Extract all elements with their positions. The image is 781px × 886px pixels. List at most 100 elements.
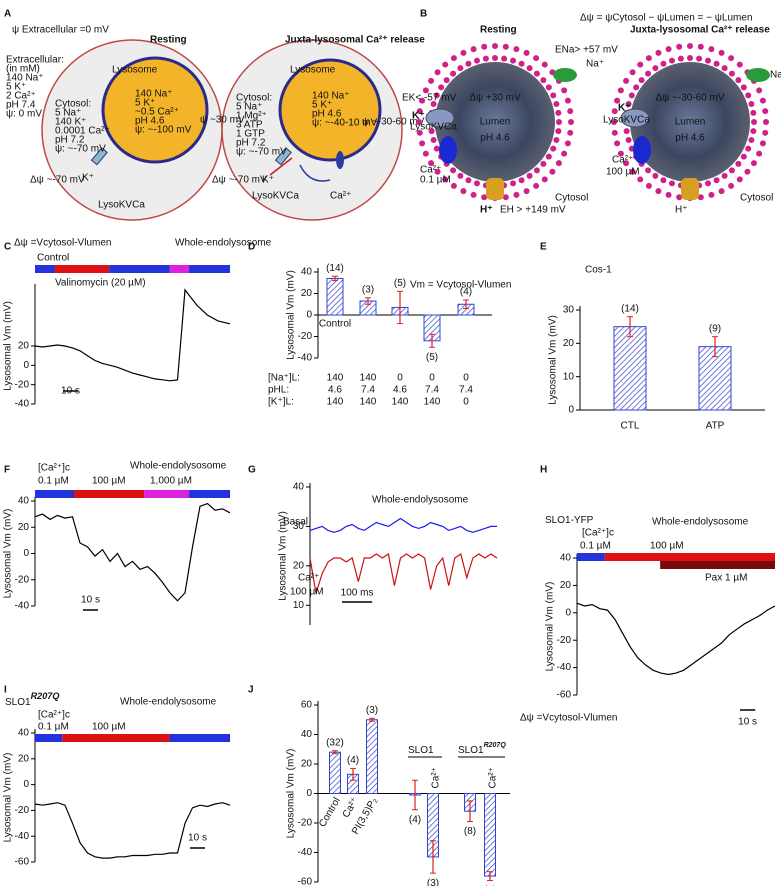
lipid-head [568,119,574,125]
treatment-bar [169,734,230,742]
label: pH 7.4 [6,100,36,111]
label: Cytosol: [55,99,91,110]
lipid-head [438,84,445,91]
treatment-bar [577,553,605,561]
lipid-head [518,177,525,184]
label: EH > +149 mV [500,205,566,216]
treatment-bar [74,490,145,498]
channel [274,147,292,166]
label: 0.1 µM [420,175,451,186]
lipid-head [541,176,548,183]
lipid-head [513,46,520,53]
lipid-head [676,43,683,50]
lipid-head [555,109,562,116]
y-tick-label: 20 [563,338,575,349]
label: ~0.5 Ca²⁺ [135,107,179,118]
label-text: SLO1-YFP [545,515,594,526]
label: K⁺ [82,173,94,184]
n-label: (4) [409,814,421,825]
label-text: SLO1 [408,745,434,756]
lipid-head [470,191,477,198]
n-label: (32) [326,737,344,748]
label: ψ: ~-70 mV [55,144,106,155]
lipid-head [416,108,423,115]
y-tick-label: 20 [301,759,313,770]
lipid-head [652,65,659,72]
table-cell: 140 [392,397,409,408]
y-axis-label: Lysosomal Vm (mV) [3,753,14,843]
label: K⁺ [618,103,631,114]
channel [681,178,699,200]
lipid-head [687,55,693,61]
table-cell: 4.6 [393,385,407,396]
lipid-head [457,172,464,179]
label: 5 K⁺ [135,98,155,109]
lipid-head [628,92,635,99]
label: Juxta-lysosomal Ca²⁺ release [285,35,425,46]
treatment-bar [169,265,190,273]
lipid-head [433,92,440,99]
series-label: 100 µM [290,587,324,598]
x-tick-label: CTL [621,421,640,432]
y-axis-label: Lysosomal Vm (mV) [286,270,297,360]
label: Juxta-lysosomal Ca²⁺ release [630,25,770,36]
treatment-label: 100 µM [650,541,684,552]
lipid-head [443,77,450,84]
lipid-head [617,87,624,94]
lipid-head [567,129,574,136]
lipid-head [416,119,422,125]
lipid-head [614,140,621,147]
y-tick-label: -20 [557,635,572,646]
x-tick-label: Control [317,796,343,829]
y-tick-label: -20 [298,818,313,829]
lipid-head [638,77,645,84]
n-label: (14) [621,303,639,314]
lipid-head [482,55,489,62]
lipid-head [526,65,533,72]
label: LysoKVCa [98,200,145,211]
lipid-head [545,153,552,160]
lipid-head [748,137,755,144]
y-tick-label: 0 [23,548,29,559]
treatment-label: Control [37,253,69,264]
lysosome [101,56,209,164]
label: 5 K⁺ [6,82,26,93]
lipid-head [614,97,621,104]
x-tick-label: Ca²⁺ [431,767,442,788]
lipid-head [740,153,747,160]
label: Δψ ~-70 mV [30,175,85,186]
lipid-head [430,100,437,107]
lipid-head [718,188,725,195]
y-tick-label: -60 [557,690,572,701]
table-cell: 0 [429,373,435,384]
lipid-head [687,43,693,49]
table-cell: 4.6 [328,385,342,396]
label: (in mM) [6,64,40,75]
lipid-head [457,65,464,72]
trace [309,552,498,594]
label: Δψ ~-70 mV [212,175,267,186]
label: ψ: 0 mV [6,109,42,120]
lipid-head [645,182,652,189]
label: Extracellular: [6,55,64,66]
lipid-head [728,182,735,189]
y-tick-label: -20 [15,805,30,816]
lipid-head [428,77,435,84]
y-tick-label: -40 [557,662,572,673]
label: H⁺ [480,205,493,216]
table-cell: 140 [360,397,377,408]
lipid-head [481,43,488,50]
lipid-head [713,60,720,67]
label: Δψ +30 mV [469,93,521,104]
lipid-head [629,168,636,175]
lipid-head [750,109,757,116]
label: LysoKVCa [410,122,457,133]
n-label: (5) [426,352,438,363]
lipid-head [492,43,498,49]
lipid-head [625,137,632,144]
label: H⁺ [675,205,688,216]
scale-bar-label: 10 s [188,833,207,844]
lipid-head [465,60,472,67]
y-tick-label: 10 [293,600,305,611]
table-cell: 0 [463,373,469,384]
